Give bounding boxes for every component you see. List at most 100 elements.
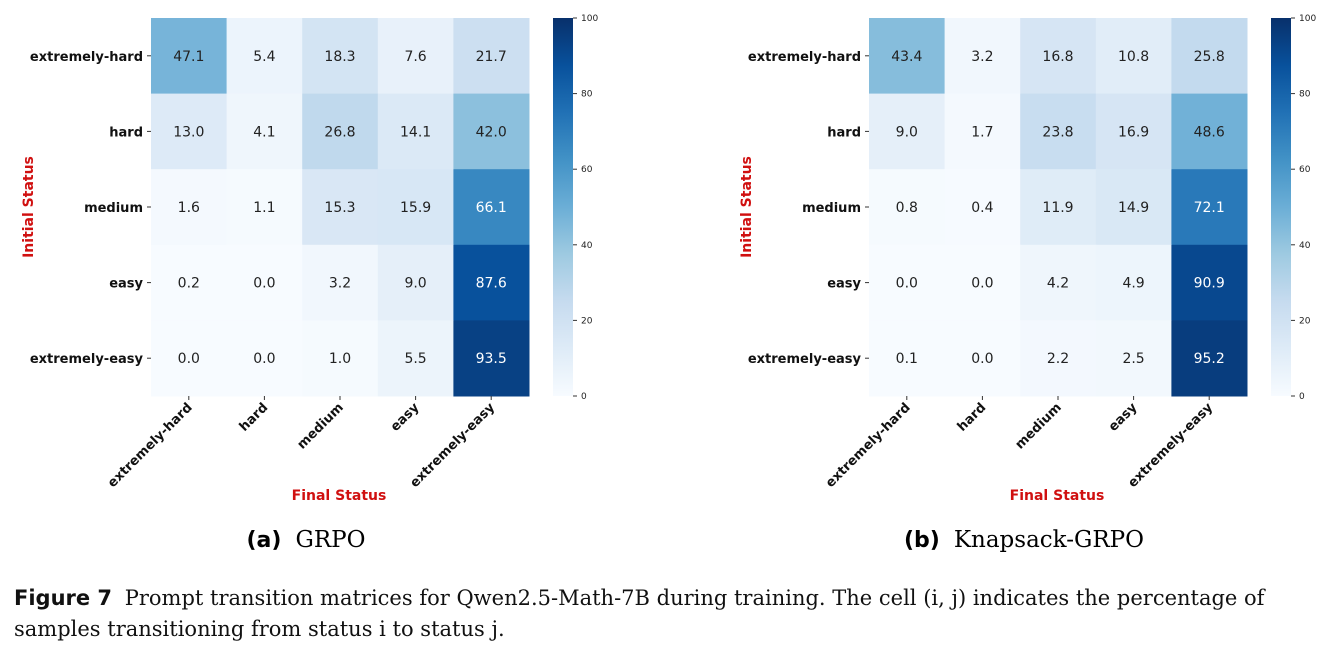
heatmap-cell [1020, 93, 1097, 170]
x-tick-label: easy [1106, 400, 1141, 435]
heatmap-cell [453, 18, 530, 95]
caption-text: Prompt transition matrices for Qwen2.5-M… [14, 586, 1265, 641]
figure-caption: Figure 7 Prompt transition matrices for … [14, 583, 1324, 645]
colorbar [1271, 18, 1291, 396]
heatmap-cell [453, 244, 530, 321]
heatmap-cell [1171, 169, 1248, 246]
cell-value-label: 0.2 [178, 276, 200, 292]
cell-value-label: 0.0 [253, 276, 275, 292]
cell-value-label: 14.9 [1118, 200, 1149, 216]
x-tick-label: extremely-easy [1125, 400, 1216, 491]
heatmap-cell [226, 18, 303, 95]
cell-value-label: 10.8 [1118, 49, 1149, 65]
cell-value-label: 0.0 [896, 276, 918, 292]
cell-value-label: 2.5 [1122, 351, 1144, 367]
cell-value-label: 15.9 [400, 200, 431, 216]
heatmap-cell [151, 320, 228, 397]
cell-value-label: 11.9 [1042, 200, 1073, 216]
colorbar-tick-label: 100 [1299, 14, 1316, 24]
cell-value-label: 1.0 [329, 351, 351, 367]
cell-value-label: 21.7 [476, 49, 507, 65]
heatmap-cell [1020, 169, 1097, 246]
cell-value-label: 5.5 [404, 351, 426, 367]
cell-value-label: 0.0 [253, 351, 275, 367]
colorbar-tick-label: 20 [1299, 316, 1311, 326]
heatmap-cell [869, 169, 946, 246]
heatmap-cell [151, 18, 228, 95]
heatmap-cell [151, 169, 228, 246]
heatmap-cell [151, 93, 228, 170]
heatmap-cell [869, 320, 946, 397]
cell-value-label: 1.7 [971, 124, 993, 140]
y-axis-title: Initial Status [21, 156, 37, 258]
y-axis-title: Initial Status [739, 156, 755, 258]
cell-value-label: 23.8 [1042, 124, 1073, 140]
x-tick-label: extremely-easy [407, 400, 498, 491]
subfigure-caption: (b) Knapsack-GRPO [904, 527, 1144, 553]
x-tick-label: hard [237, 400, 271, 434]
cell-value-label: 0.0 [971, 351, 993, 367]
colorbar-tick-label: 60 [1299, 165, 1311, 175]
heatmap-cell [226, 320, 303, 397]
cell-value-label: 48.6 [1194, 124, 1225, 140]
cell-value-label: 90.9 [1194, 276, 1225, 292]
heatmap-cell [1095, 244, 1172, 321]
heatmap-cell [869, 93, 946, 170]
heatmap-cell [944, 18, 1021, 95]
y-tick-label: medium [802, 201, 861, 216]
cell-value-label: 2.2 [1047, 351, 1069, 367]
heatmap-cell [1020, 244, 1097, 321]
heatmap-cell [1020, 18, 1097, 95]
cell-value-label: 93.5 [476, 351, 507, 367]
cell-value-label: 13.0 [173, 124, 204, 140]
panel-knapsack-grpo: 43.4 3.2 16.8 10.8 25.8 9.0 1.7 23.8 16.9 48.6 0.8… [739, 14, 1316, 553]
heatmap-cell [944, 244, 1021, 321]
cell-value-label: 43.4 [891, 49, 922, 65]
cell-value-label: 25.8 [1194, 49, 1225, 65]
cell-value-label: 7.6 [404, 49, 426, 65]
heatmap-cell [226, 93, 303, 170]
colorbar-tick-label: 60 [581, 165, 593, 175]
cell-value-label: 16.9 [1118, 124, 1149, 140]
subfigure-label: (a) [247, 528, 282, 553]
heatmap-cell [302, 244, 379, 321]
heatmap-cell [226, 169, 303, 246]
cell-value-label: 3.2 [329, 276, 351, 292]
panel-grpo: 47.1 5.4 18.3 7.6 21.7 13.0 4.1 26.8 14.1 42.0 1.6… [21, 14, 598, 553]
colorbar-tick-label: 20 [581, 316, 593, 326]
heatmap-cell [869, 244, 946, 321]
heatmap-cell [453, 320, 530, 397]
heatmap-cell [1171, 244, 1248, 321]
x-tick-label: easy [388, 400, 423, 435]
heatmap-cell [377, 169, 454, 246]
subfigure-name: GRPO [295, 527, 365, 553]
cell-value-label: 1.6 [178, 200, 200, 216]
heatmap-cell [1171, 320, 1248, 397]
cell-value-label: 0.0 [971, 276, 993, 292]
cell-value-label: 3.2 [971, 49, 993, 65]
cell-value-label: 18.3 [324, 49, 355, 65]
cell-value-label: 9.0 [896, 124, 918, 140]
heatmap-cell [302, 18, 379, 95]
cell-value-label: 4.1 [253, 124, 275, 140]
cell-value-label: 87.6 [476, 276, 507, 292]
colorbar-tick-label: 40 [581, 241, 593, 251]
cell-value-label: 1.1 [253, 200, 275, 216]
heatmap-cell [302, 93, 379, 170]
y-tick-label: extremely-hard [30, 50, 143, 65]
heatmap-cell [453, 169, 530, 246]
caption-label: Figure 7 [14, 586, 113, 610]
heatmap-cell [944, 93, 1021, 170]
cell-value-label: 4.9 [1122, 276, 1144, 292]
x-tick-label: extremely-hard [823, 400, 914, 491]
x-axis-title: Final Status [292, 488, 387, 504]
colorbar [553, 18, 573, 396]
y-tick-label: medium [84, 201, 143, 216]
y-tick-label: easy [827, 277, 861, 292]
subfigure-label: (b) [904, 528, 940, 553]
cell-value-label: 95.2 [1194, 351, 1225, 367]
colorbar-tick-label: 100 [581, 14, 598, 24]
cell-value-label: 15.3 [324, 200, 355, 216]
